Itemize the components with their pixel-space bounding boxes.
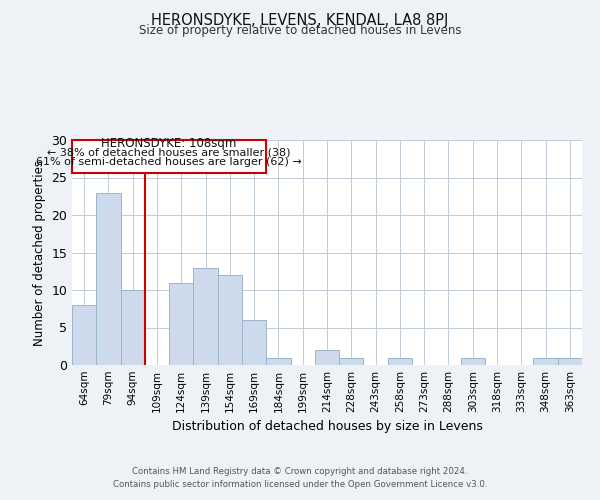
- Bar: [96, 192, 121, 365]
- Bar: [315, 350, 339, 365]
- Bar: [169, 282, 193, 365]
- X-axis label: Distribution of detached houses by size in Levens: Distribution of detached houses by size …: [172, 420, 482, 434]
- Text: 61% of semi-detached houses are larger (62) →: 61% of semi-detached houses are larger (…: [36, 157, 302, 167]
- Bar: [533, 358, 558, 365]
- Bar: [72, 140, 266, 173]
- Bar: [193, 268, 218, 365]
- Bar: [339, 358, 364, 365]
- Bar: [121, 290, 145, 365]
- Text: HERONSDYKE: 108sqm: HERONSDYKE: 108sqm: [101, 137, 237, 150]
- Bar: [242, 320, 266, 365]
- Text: Size of property relative to detached houses in Levens: Size of property relative to detached ho…: [139, 24, 461, 37]
- Bar: [461, 358, 485, 365]
- Bar: [72, 305, 96, 365]
- Text: HERONSDYKE, LEVENS, KENDAL, LA8 8PJ: HERONSDYKE, LEVENS, KENDAL, LA8 8PJ: [151, 12, 449, 28]
- Bar: [218, 275, 242, 365]
- Bar: [388, 358, 412, 365]
- Bar: [558, 358, 582, 365]
- Text: Contains HM Land Registry data © Crown copyright and database right 2024.
Contai: Contains HM Land Registry data © Crown c…: [113, 467, 487, 489]
- Bar: [266, 358, 290, 365]
- Y-axis label: Number of detached properties: Number of detached properties: [33, 160, 46, 346]
- Text: ← 38% of detached houses are smaller (38): ← 38% of detached houses are smaller (38…: [47, 148, 291, 158]
